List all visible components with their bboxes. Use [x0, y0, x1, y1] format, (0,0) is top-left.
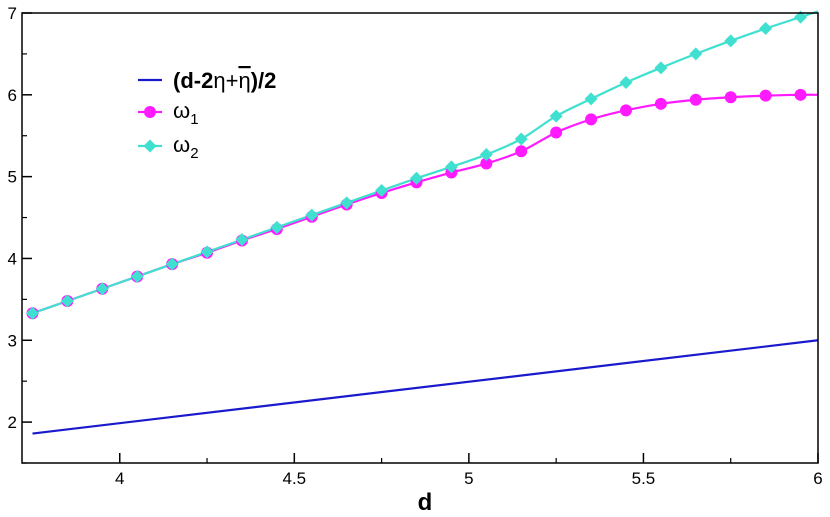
legend-label-part: )/2 — [251, 68, 277, 93]
series-3-point — [165, 257, 179, 271]
x-tick-label: 6 — [813, 469, 822, 488]
series-3-point — [549, 109, 563, 123]
legend-label-part: + — [226, 68, 239, 93]
x-tick-label: 4 — [115, 469, 124, 488]
series-3-point — [654, 61, 668, 75]
series-3-point — [235, 233, 249, 247]
series-3-point — [479, 148, 493, 162]
series-3-point — [794, 10, 808, 24]
series-3-point — [444, 160, 458, 174]
series-2-point — [619, 104, 632, 117]
series-3-point — [95, 282, 109, 296]
series-2-point — [654, 97, 667, 110]
y-tick-label: 5 — [8, 168, 17, 187]
series-3-point — [689, 47, 703, 61]
x-axis-title: d — [418, 489, 433, 516]
axis-ticks: 4 4.5 5 5.5 6 2 3 4 5 6 7 — [8, 4, 823, 488]
plot-lines — [32, 10, 819, 435]
series-2-point — [724, 91, 737, 104]
legend-label-part: η — [238, 68, 250, 93]
y-tick-label: 7 — [8, 4, 17, 23]
series-3-point — [619, 76, 633, 90]
series-3-point — [584, 92, 598, 106]
x-tick-label: 4.5 — [282, 469, 306, 488]
y-tick-label: 4 — [8, 249, 17, 268]
legend-label-1: (d-2η+η)/2 — [173, 68, 276, 93]
series-2-point — [585, 113, 598, 126]
series-3-point — [25, 306, 39, 320]
x-tick-label: 5 — [464, 469, 473, 488]
series-line-3 — [32, 10, 819, 315]
legend-subscript: 1 — [190, 111, 198, 128]
series-3-point — [200, 245, 214, 259]
y-tick-label: 6 — [8, 86, 17, 105]
legend-symbol: ω — [173, 132, 190, 157]
series-3-point — [375, 184, 389, 198]
x-tick-label: 5.5 — [632, 469, 656, 488]
series-2-point — [794, 88, 807, 101]
series-2-point — [689, 93, 702, 106]
plot-frame — [21, 12, 819, 464]
series-3-point — [130, 269, 144, 283]
legend-symbol: ω — [173, 98, 190, 123]
series-2-point — [480, 157, 493, 170]
legend-label-part: (d-2 — [173, 68, 213, 93]
series-2-point — [759, 89, 772, 102]
series-3-point — [305, 208, 319, 222]
series-2-point — [515, 145, 528, 158]
legend-marker-2 — [144, 106, 156, 118]
series-3-point — [514, 132, 528, 146]
series-3-point — [759, 22, 773, 36]
series-line-2 — [32, 93, 819, 315]
series-3-point — [60, 294, 74, 308]
series-line-1 — [32, 339, 819, 435]
legend-label-3: ω2 — [173, 132, 199, 162]
y-tick-label: 2 — [8, 413, 17, 432]
legend-marker-3 — [143, 139, 157, 153]
legend-label-part: η — [213, 68, 225, 93]
series-3-point — [340, 196, 354, 210]
series-3-point — [410, 171, 424, 185]
plot-markers — [25, 10, 808, 320]
y-tick-label: 3 — [8, 331, 17, 350]
series-3-point — [270, 220, 284, 234]
legend-label-2: ω1 — [173, 98, 199, 128]
series-2-point — [550, 126, 563, 139]
series-3-point — [724, 34, 738, 48]
legend-subscript: 2 — [190, 145, 198, 162]
